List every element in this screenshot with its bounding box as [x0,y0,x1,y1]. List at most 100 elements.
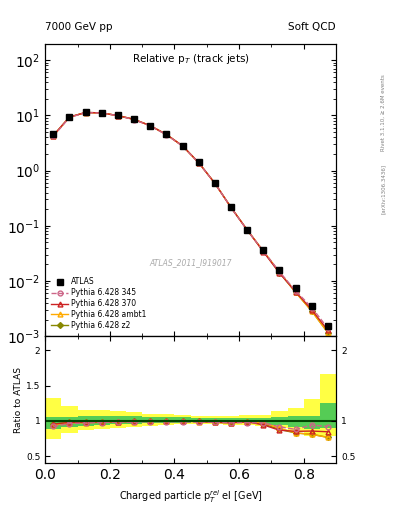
Pythia 6.428 z2 [213,180,217,186]
Y-axis label: 1/N$_{jet}$ dN/dp$_T^{rel}$ el [GeV$^{-1}$]: 1/N$_{jet}$ dN/dp$_T^{rel}$ el [GeV$^{-1… [0,137,4,242]
Pythia 6.428 370 [132,116,136,122]
Line: Pythia 6.428 370: Pythia 6.428 370 [51,110,331,333]
Pythia 6.428 ambt1 [309,308,314,314]
Pythia 6.428 ambt1 [229,204,233,210]
ATLAS [83,109,88,115]
ATLAS [99,110,104,116]
Pythia 6.428 z2 [51,133,56,139]
Pythia 6.428 z2 [293,289,298,295]
Pythia 6.428 z2 [180,143,185,149]
ATLAS [180,143,185,149]
Pythia 6.428 z2 [245,227,250,233]
ATLAS [164,132,169,138]
Pythia 6.428 z2 [261,248,266,254]
Pythia 6.428 345 [83,110,88,116]
Pythia 6.428 345 [99,110,104,116]
Text: ATLAS_2011_I919017: ATLAS_2011_I919017 [149,259,232,267]
Pythia 6.428 ambt1 [213,180,217,186]
Pythia 6.428 370 [277,270,282,276]
ATLAS [277,267,282,273]
Text: 7000 GeV pp: 7000 GeV pp [45,22,113,32]
Pythia 6.428 345 [196,160,201,166]
Pythia 6.428 ambt1 [99,110,104,116]
Pythia 6.428 345 [325,325,330,331]
Pythia 6.428 ambt1 [51,133,56,139]
Pythia 6.428 z2 [196,160,201,166]
ATLAS [196,159,201,165]
ATLAS [116,112,120,118]
Pythia 6.428 345 [293,288,298,294]
Line: ATLAS: ATLAS [50,109,331,329]
Pythia 6.428 z2 [148,122,152,129]
Pythia 6.428 345 [261,248,266,254]
ATLAS [245,227,250,233]
Pythia 6.428 370 [67,114,72,120]
Pythia 6.428 370 [83,110,88,116]
Pythia 6.428 345 [67,114,72,120]
Pythia 6.428 ambt1 [67,114,72,120]
Pythia 6.428 345 [309,305,314,311]
Pythia 6.428 z2 [132,116,136,122]
Pythia 6.428 370 [245,227,250,233]
ATLAS [132,116,136,122]
Pythia 6.428 z2 [116,113,120,119]
Pythia 6.428 345 [213,180,217,186]
Pythia 6.428 345 [132,117,136,123]
Pythia 6.428 370 [148,122,152,129]
Pythia 6.428 ambt1 [277,269,282,275]
Pythia 6.428 370 [196,160,201,166]
ATLAS [325,324,330,330]
Pythia 6.428 370 [229,204,233,210]
Pythia 6.428 370 [116,113,120,119]
Pythia 6.428 370 [164,132,169,138]
Pythia 6.428 370 [99,110,104,116]
Pythia 6.428 z2 [309,308,314,314]
Pythia 6.428 370 [261,248,266,254]
Pythia 6.428 345 [180,143,185,149]
Pythia 6.428 345 [229,204,233,210]
Pythia 6.428 z2 [83,110,88,116]
Pythia 6.428 z2 [99,110,104,116]
ATLAS [293,285,298,291]
Pythia 6.428 370 [180,143,185,149]
ATLAS [51,132,56,138]
Line: Pythia 6.428 ambt1: Pythia 6.428 ambt1 [51,110,331,335]
Pythia 6.428 z2 [229,204,233,210]
ATLAS [148,122,152,129]
Pythia 6.428 ambt1 [325,330,330,336]
Pythia 6.428 ambt1 [116,113,120,119]
Text: Soft QCD: Soft QCD [288,22,336,32]
Y-axis label: Ratio to ATLAS: Ratio to ATLAS [14,367,23,433]
Pythia 6.428 ambt1 [132,116,136,122]
Pythia 6.428 ambt1 [148,122,152,129]
Pythia 6.428 345 [245,227,250,233]
Text: Relative p$_T$ (track jets): Relative p$_T$ (track jets) [132,52,250,66]
Pythia 6.428 z2 [325,330,330,336]
Pythia 6.428 345 [116,113,120,119]
ATLAS [261,247,266,253]
Legend: ATLAS, Pythia 6.428 345, Pythia 6.428 370, Pythia 6.428 ambt1, Pythia 6.428 z2: ATLAS, Pythia 6.428 345, Pythia 6.428 37… [48,274,150,333]
Pythia 6.428 370 [213,180,217,186]
Text: Rivet 3.1.10, ≥ 2.6M events: Rivet 3.1.10, ≥ 2.6M events [381,74,386,151]
Pythia 6.428 370 [325,327,330,333]
Pythia 6.428 370 [51,133,56,139]
Pythia 6.428 ambt1 [83,110,88,116]
Pythia 6.428 z2 [164,132,169,138]
Pythia 6.428 ambt1 [293,289,298,295]
ATLAS [67,114,72,120]
Pythia 6.428 ambt1 [164,132,169,138]
Line: Pythia 6.428 z2: Pythia 6.428 z2 [51,110,330,335]
Pythia 6.428 ambt1 [180,143,185,149]
Text: [arXiv:1306.3436]: [arXiv:1306.3436] [381,164,386,215]
Line: Pythia 6.428 345: Pythia 6.428 345 [51,110,331,331]
Pythia 6.428 345 [277,269,282,275]
ATLAS [213,180,217,186]
Pythia 6.428 ambt1 [196,160,201,166]
ATLAS [309,303,314,309]
Pythia 6.428 z2 [67,114,72,120]
Pythia 6.428 345 [164,132,169,138]
Pythia 6.428 ambt1 [245,227,250,233]
Pythia 6.428 370 [293,289,298,295]
Pythia 6.428 ambt1 [261,248,266,254]
Pythia 6.428 370 [309,307,314,313]
